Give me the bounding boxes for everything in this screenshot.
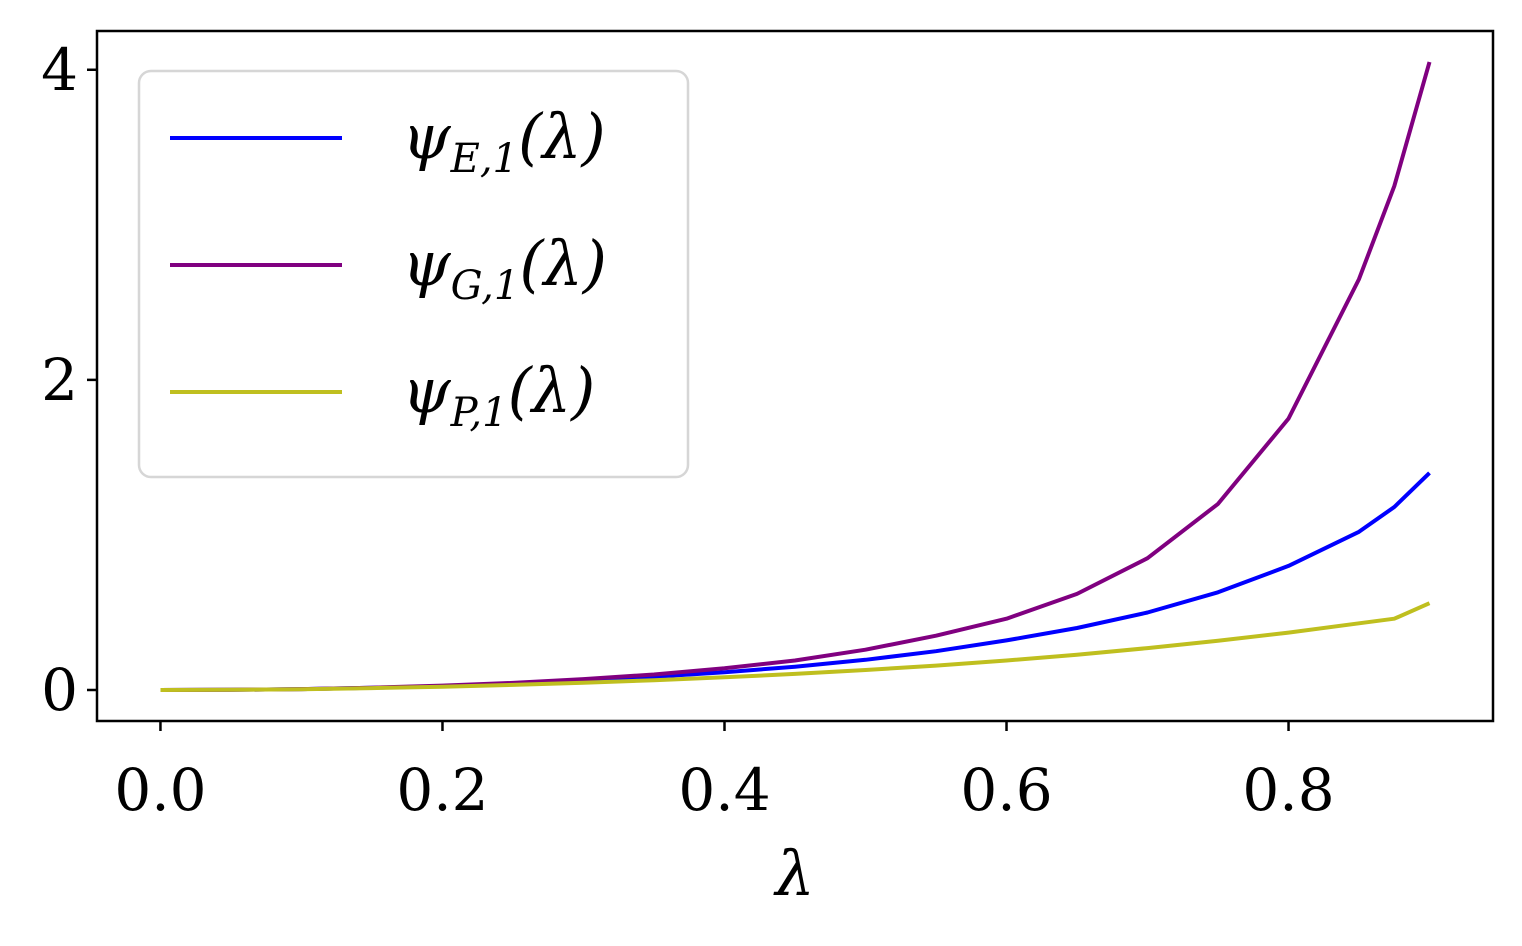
legend-label-p-1: ψP,1(λ) (402, 354, 595, 436)
x-tick-label: 0.8 (1242, 756, 1334, 824)
legend-label-main: ψ (402, 354, 452, 427)
legend: ψE,1(λ)ψG,1(λ)ψP,1(λ) (137, 69, 690, 479)
legend-label-g-1: ψG,1(λ) (402, 227, 607, 309)
x-axis-label: λ (772, 837, 814, 910)
x-tick-label: 0.2 (396, 756, 488, 824)
legend-label-subscript: E,1 (450, 136, 518, 182)
legend-label-subscript: G,1 (451, 263, 520, 309)
x-axis-ticks: 0.0 0.2 0.4 0.6 0.8 (114, 721, 1335, 824)
legend-label-main: ψ (402, 227, 452, 300)
series-line-p-1 (160, 601, 1431, 692)
x-tick-label: 0.4 (678, 756, 770, 824)
legend-label-e-1: ψE,1(λ) (402, 100, 606, 182)
x-tick-label: 0.6 (960, 756, 1052, 824)
legend-label-argument: (λ) (519, 227, 607, 300)
legend-box (137, 69, 690, 479)
x-tick-label: 0.0 (114, 756, 206, 824)
legend-label-main: ψ (402, 100, 452, 173)
legend-label-argument: (λ) (508, 354, 596, 427)
plot-frame (95, 29, 1495, 723)
y-axis-ticks: 0 2 4 (41, 36, 97, 724)
y-tick-label: 2 (41, 346, 78, 414)
series-layer (160, 61, 1432, 692)
y-tick-label: 4 (41, 36, 78, 104)
legend-label-subscript: P,1 (450, 390, 508, 436)
legend-label-argument: (λ) (518, 100, 606, 173)
y-tick-label: 0 (41, 656, 78, 724)
